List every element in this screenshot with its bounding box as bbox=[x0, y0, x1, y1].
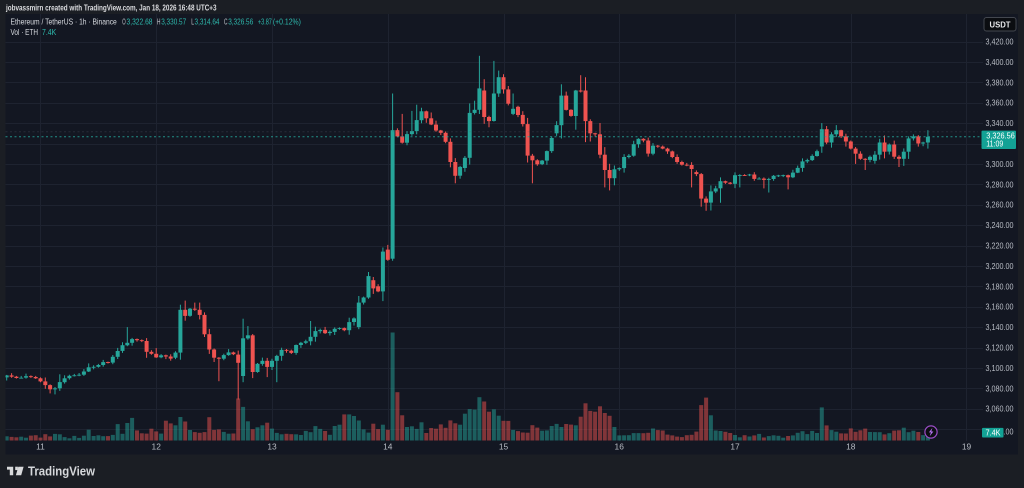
svg-text:3,326.56: 3,326.56 bbox=[986, 131, 1015, 141]
svg-text:USDT: USDT bbox=[990, 20, 1011, 29]
svg-text:3,280.00: 3,280.00 bbox=[986, 179, 1014, 189]
svg-text:18: 18 bbox=[846, 442, 856, 452]
svg-text:3,160.00: 3,160.00 bbox=[986, 302, 1014, 312]
svg-text:3,140.00: 3,140.00 bbox=[986, 322, 1014, 332]
svg-text:3,260.00: 3,260.00 bbox=[986, 200, 1014, 210]
svg-text:3,300.00: 3,300.00 bbox=[986, 159, 1014, 169]
svg-text:+3.87: +3.87 bbox=[258, 16, 272, 26]
svg-text:17: 17 bbox=[730, 442, 740, 452]
svg-text:C: C bbox=[224, 16, 228, 26]
svg-text:14: 14 bbox=[383, 442, 393, 452]
svg-text:jobvassmirn created with Tradi: jobvassmirn created with TradingView.com… bbox=[5, 3, 217, 12]
svg-text:16: 16 bbox=[615, 442, 625, 452]
svg-text:19: 19 bbox=[962, 442, 972, 452]
svg-text:3,400.00: 3,400.00 bbox=[986, 57, 1014, 67]
svg-text:(+0.12%): (+0.12%) bbox=[273, 16, 301, 26]
svg-text:3,100.00: 3,100.00 bbox=[986, 363, 1014, 373]
svg-text:3,220.00: 3,220.00 bbox=[986, 241, 1014, 251]
svg-text:3,314.64: 3,314.64 bbox=[195, 16, 220, 26]
svg-text:3,060.00: 3,060.00 bbox=[986, 404, 1014, 414]
svg-text:3,326.56: 3,326.56 bbox=[228, 16, 253, 26]
svg-text:Vol · ETH: Vol · ETH bbox=[11, 27, 39, 37]
svg-text:15: 15 bbox=[499, 442, 509, 452]
svg-text:13: 13 bbox=[267, 442, 277, 452]
svg-text:3,360.00: 3,360.00 bbox=[986, 98, 1014, 108]
svg-text:7.4K: 7.4K bbox=[42, 27, 57, 37]
svg-text:3,240.00: 3,240.00 bbox=[986, 220, 1014, 230]
svg-text:3,420.00: 3,420.00 bbox=[986, 37, 1014, 47]
svg-text:11: 11 bbox=[36, 442, 45, 452]
svg-text:3,120.00: 3,120.00 bbox=[986, 343, 1014, 353]
svg-text:3,080.00: 3,080.00 bbox=[986, 383, 1014, 393]
svg-text:11:09: 11:09 bbox=[986, 139, 1003, 149]
svg-text:3,180.00: 3,180.00 bbox=[986, 281, 1014, 291]
svg-text:3,380.00: 3,380.00 bbox=[986, 77, 1014, 87]
svg-text:3,340.00: 3,340.00 bbox=[986, 118, 1014, 128]
svg-text:Ethereum / TetherUS · 1h · Bin: Ethereum / TetherUS · 1h · Binance bbox=[11, 16, 118, 26]
svg-text:7.4K: 7.4K bbox=[986, 429, 1001, 438]
svg-text:3,322.68: 3,322.68 bbox=[127, 16, 153, 26]
svg-text:3,330.57: 3,330.57 bbox=[161, 16, 186, 26]
svg-text:O: O bbox=[122, 16, 126, 26]
svg-text:12: 12 bbox=[152, 442, 162, 452]
svg-text:3,200.00: 3,200.00 bbox=[986, 261, 1014, 271]
svg-text:H: H bbox=[157, 16, 161, 26]
svg-text:TradingView: TradingView bbox=[28, 463, 96, 478]
svg-text:L: L bbox=[191, 16, 194, 26]
